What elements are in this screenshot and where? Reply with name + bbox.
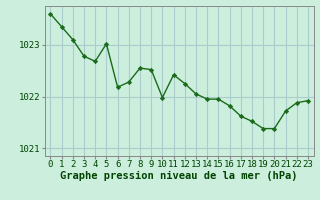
- X-axis label: Graphe pression niveau de la mer (hPa): Graphe pression niveau de la mer (hPa): [60, 171, 298, 181]
